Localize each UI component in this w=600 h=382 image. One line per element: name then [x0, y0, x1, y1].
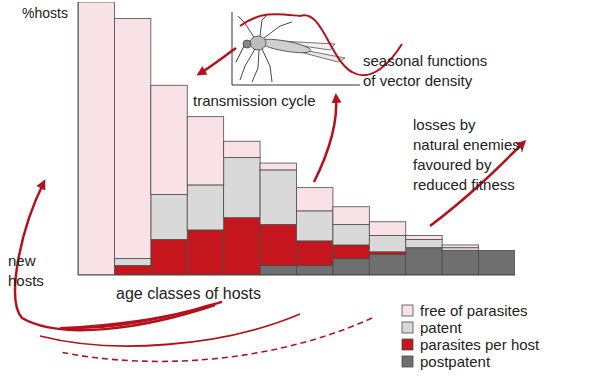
annotation: seasonal functions: [363, 52, 487, 69]
thorax: [250, 36, 266, 50]
legend-label: patent: [420, 319, 463, 336]
leg: [240, 49, 255, 80]
annotation: reduced fitness: [413, 176, 515, 193]
bar-segment: [333, 259, 369, 275]
annotation: new: [8, 252, 36, 269]
arrow-new-hosts-dashed: [60, 318, 372, 361]
annotation: losses by: [413, 116, 476, 133]
bar-segment: [114, 259, 150, 266]
bar-segment: [479, 250, 515, 251]
bar-segment: [297, 188, 333, 211]
bar-segment: [369, 252, 405, 255]
bar-segment: [369, 235, 405, 251]
arrow-transmission: [199, 48, 236, 74]
annotation: favoured by: [413, 156, 492, 173]
icon-frame: [232, 12, 360, 85]
annotation: of vector density: [363, 72, 473, 89]
y-axis: [78, 2, 79, 275]
y-axis-label: %hosts: [22, 5, 68, 21]
chart: %hosts age classes of hosts free of parasi…: [0, 0, 600, 382]
bar-segment: [187, 117, 223, 185]
bar-segment: [114, 265, 150, 275]
bar-segment: [224, 218, 260, 275]
bar-segment: [479, 250, 515, 251]
bar-segment: [187, 185, 223, 230]
icon-bg: [232, 12, 360, 85]
leg: [252, 50, 259, 82]
bar-segment: [297, 265, 333, 275]
bar-segment: [442, 250, 478, 275]
bar-segment: [406, 235, 442, 239]
bar-segment: [406, 240, 442, 248]
leg: [262, 49, 272, 82]
bar-segment: [224, 158, 260, 218]
annotation: hosts: [8, 272, 44, 289]
bar-segment: [369, 222, 405, 236]
bar-segment: [406, 248, 442, 275]
bar-segment: [260, 163, 296, 170]
vector-icon: [232, 12, 360, 85]
bar-segment: [260, 224, 296, 265]
bar-segment: [114, 18, 150, 258]
bar-segment: [260, 170, 296, 225]
bar-segment: [442, 245, 478, 248]
arrow-to-vector: [314, 96, 336, 182]
arrow-new-hosts: [15, 182, 215, 330]
bar-segment: [297, 211, 333, 241]
bar-segment: [442, 248, 478, 251]
bar-segment: [333, 245, 369, 259]
head: [243, 40, 251, 48]
page: {"chart_data": { "type": "bar", "stacked…: [0, 0, 600, 382]
legend-swatch: [402, 339, 413, 350]
bar-segment: [78, 2, 114, 275]
annotation: natural enemies,: [413, 136, 524, 153]
x-axis-label: age classes of hosts: [116, 285, 261, 302]
legend-swatch: [402, 305, 413, 316]
arrow-new-hosts-line: [40, 314, 300, 346]
bar-segment: [479, 250, 515, 251]
bar-segment: [151, 85, 187, 194]
proboscis: [236, 46, 244, 62]
legend-label: free of parasites: [420, 302, 528, 319]
abdomen: [259, 37, 312, 56]
annotation: transmission cycle: [193, 92, 316, 109]
bar-segment: [151, 240, 187, 275]
bar-segment: [260, 265, 296, 275]
legend-label: parasites per host: [420, 336, 540, 353]
arrow-new-hosts-wedge: [60, 302, 222, 328]
bar-segment: [151, 194, 187, 239]
bar-segment: [369, 255, 405, 275]
leg: [260, 14, 268, 36]
legend-label: postpatent: [420, 353, 491, 370]
legend-swatch: [402, 356, 413, 367]
bar-segment: [333, 207, 369, 225]
vector-density-curve: [240, 14, 300, 26]
x-axis: [78, 275, 515, 276]
leg: [264, 22, 292, 38]
bar-segment: [297, 241, 333, 266]
bar-segment: [479, 250, 515, 275]
bar-segment: [333, 224, 369, 244]
bar-segment: [224, 141, 260, 157]
legend-swatch: [402, 322, 413, 333]
legend: free of parasitespatentparasites per hos…: [402, 302, 540, 370]
bar-segment: [187, 230, 223, 275]
